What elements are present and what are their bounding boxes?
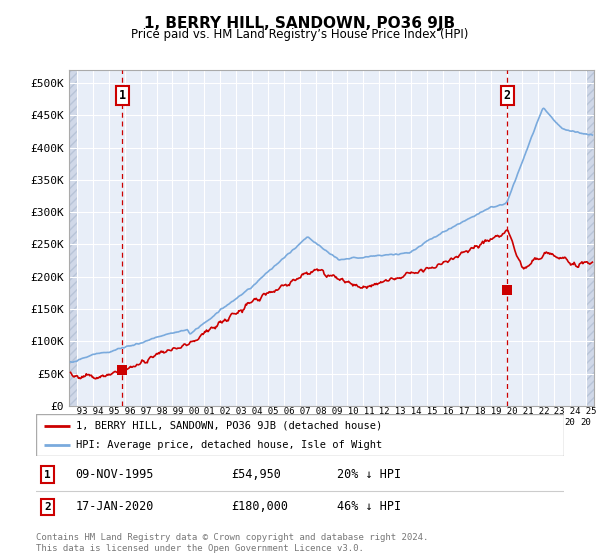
Text: 46% ↓ HPI: 46% ↓ HPI [337, 500, 401, 514]
Text: 2: 2 [503, 90, 511, 102]
Bar [69, 70, 77, 406]
Text: Price paid vs. HM Land Registry’s House Price Index (HPI): Price paid vs. HM Land Registry’s House … [131, 28, 469, 41]
Text: 1: 1 [44, 470, 51, 480]
Text: £54,950: £54,950 [232, 468, 281, 481]
Bar [586, 70, 594, 406]
Text: 17-JAN-2020: 17-JAN-2020 [76, 500, 154, 514]
Text: £180,000: £180,000 [232, 500, 289, 514]
Text: HPI: Average price, detached house, Isle of Wight: HPI: Average price, detached house, Isle… [76, 440, 382, 450]
Text: 20% ↓ HPI: 20% ↓ HPI [337, 468, 401, 481]
Text: 2: 2 [44, 502, 51, 512]
Text: 1, BERRY HILL, SANDOWN, PO36 9JB (detached house): 1, BERRY HILL, SANDOWN, PO36 9JB (detach… [76, 421, 382, 431]
Text: 1: 1 [119, 90, 126, 102]
FancyBboxPatch shape [36, 414, 564, 456]
Text: 1, BERRY HILL, SANDOWN, PO36 9JB: 1, BERRY HILL, SANDOWN, PO36 9JB [145, 16, 455, 31]
Text: Contains HM Land Registry data © Crown copyright and database right 2024.
This d: Contains HM Land Registry data © Crown c… [36, 533, 428, 553]
Text: 09-NOV-1995: 09-NOV-1995 [76, 468, 154, 481]
